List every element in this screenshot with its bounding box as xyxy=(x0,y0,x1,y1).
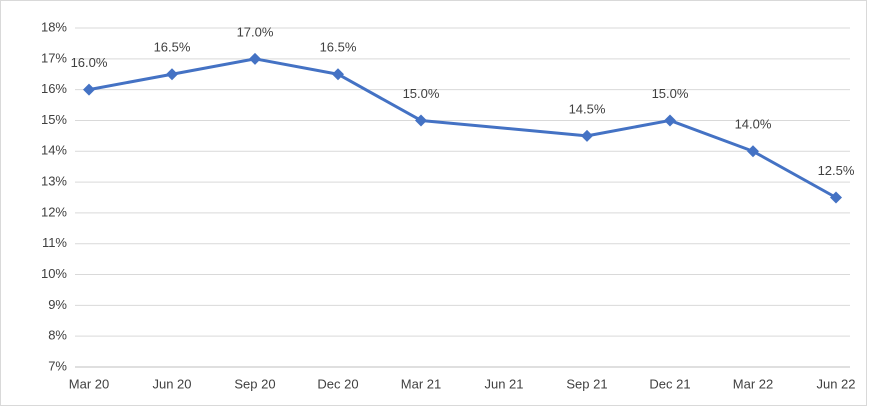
line-segment xyxy=(585,118,672,138)
y-tick-label: 8% xyxy=(48,328,67,343)
y-tick-label: 14% xyxy=(41,143,67,158)
line-segment xyxy=(253,57,340,76)
line-segment xyxy=(419,118,589,138)
y-tick-label: 10% xyxy=(41,266,67,281)
y-tick-label: 7% xyxy=(48,358,67,373)
marker xyxy=(166,68,178,81)
line-segment xyxy=(668,118,755,153)
y-tick-label: 11% xyxy=(42,235,67,250)
x-tick-label: Mar 22 xyxy=(733,376,773,391)
x-tick-label: Mar 21 xyxy=(401,376,441,391)
data-label: 15.0% xyxy=(652,86,689,101)
y-tick-label: 18% xyxy=(41,19,67,34)
marker xyxy=(415,114,427,127)
marker xyxy=(747,145,759,158)
marker xyxy=(249,52,261,65)
x-tick-label: Dec 21 xyxy=(649,376,690,391)
x-tick-label: Jun 20 xyxy=(152,376,191,391)
x-tick-label: Sep 20 xyxy=(234,376,275,391)
data-label: 12.5% xyxy=(818,163,855,178)
line-segment xyxy=(170,57,257,76)
data-label: 14.0% xyxy=(735,117,772,132)
x-tick-label: Mar 20 xyxy=(69,376,109,391)
data-label: 15.0% xyxy=(403,86,440,101)
marker xyxy=(830,191,842,204)
y-tick-label: 17% xyxy=(41,50,67,65)
line-segment xyxy=(751,149,838,199)
data-label: 16.5% xyxy=(320,40,357,55)
data-label: 14.5% xyxy=(569,101,606,116)
x-tick-label: Sep 21 xyxy=(566,376,607,391)
y-tick-label: 16% xyxy=(41,81,67,96)
x-tick-label: Dec 20 xyxy=(317,376,358,391)
y-tick-label: 13% xyxy=(41,174,67,189)
data-label: 17.0% xyxy=(237,24,274,39)
line-segment xyxy=(336,72,423,122)
marker xyxy=(83,83,95,96)
data-label: 16.0% xyxy=(71,55,108,70)
marker xyxy=(332,68,344,81)
y-tick-label: 12% xyxy=(41,204,67,219)
data-label: 16.5% xyxy=(154,40,191,55)
x-tick-label: Jun 22 xyxy=(816,376,855,391)
marker xyxy=(664,114,676,127)
line-segment xyxy=(87,72,174,92)
y-tick-label: 9% xyxy=(48,297,67,312)
y-tick-label: 15% xyxy=(41,112,67,127)
x-tick-label: Jun 21 xyxy=(484,376,523,391)
marker xyxy=(581,129,593,142)
